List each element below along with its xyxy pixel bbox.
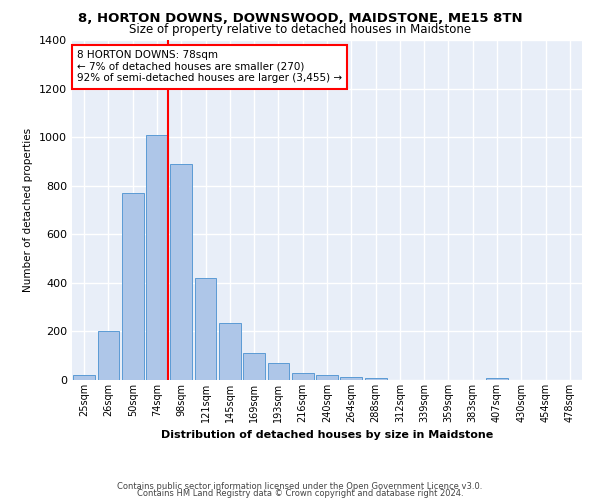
Bar (365, 378, 386, 380)
Bar (316, 374, 338, 380)
Bar (486, 378, 508, 380)
Bar (146, 134, 168, 380)
Bar (268, 363, 289, 380)
Text: 8, HORTON DOWNS, DOWNSWOOD, MAIDSTONE, ME15 8TN: 8, HORTON DOWNS, DOWNSWOOD, MAIDSTONE, M… (77, 12, 523, 26)
Bar (97, 332, 119, 380)
Bar (170, 164, 192, 380)
Text: 8 HORTON DOWNS: 78sqm
← 7% of detached houses are smaller (270)
92% of semi-deta: 8 HORTON DOWNS: 78sqm ← 7% of detached h… (77, 50, 342, 84)
Text: Size of property relative to detached houses in Maidstone: Size of property relative to detached ho… (129, 22, 471, 36)
Bar (122, 193, 143, 380)
Y-axis label: Number of detached properties: Number of detached properties (23, 128, 34, 292)
Text: Contains HM Land Registry data © Crown copyright and database right 2024.: Contains HM Land Registry data © Crown c… (137, 488, 463, 498)
Bar (243, 354, 265, 380)
Bar (194, 278, 217, 380)
Bar (73, 375, 95, 380)
Text: Contains public sector information licensed under the Open Government Licence v3: Contains public sector information licen… (118, 482, 482, 491)
X-axis label: Distribution of detached houses by size in Maidstone: Distribution of detached houses by size … (161, 430, 493, 440)
Bar (340, 377, 362, 380)
Bar (219, 323, 241, 380)
Bar (292, 373, 314, 380)
